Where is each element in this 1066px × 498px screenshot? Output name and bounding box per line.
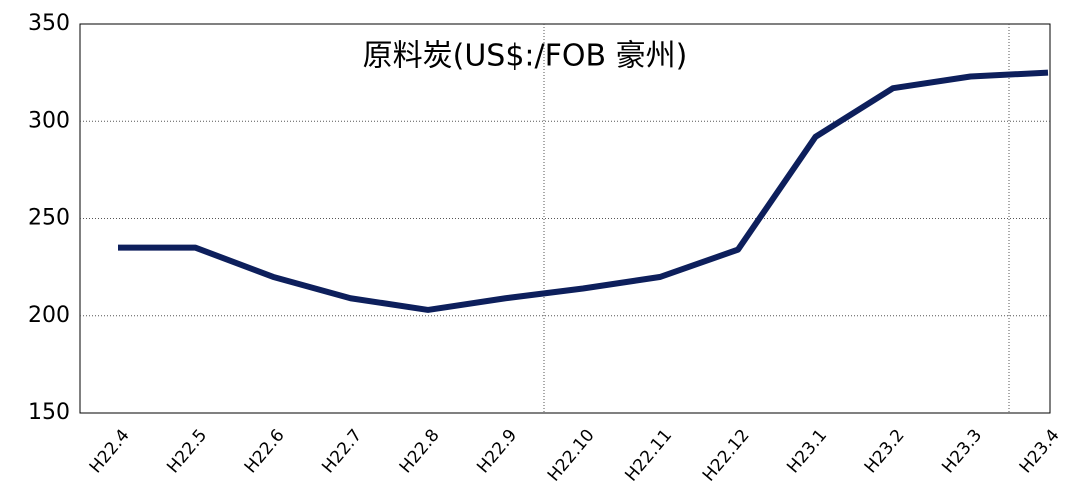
y-tick-label: 200 — [28, 303, 70, 328]
x-tick-label: H22.8 — [396, 426, 444, 478]
x-tick-label: H22.10 — [544, 426, 599, 486]
x-tick-label: H23.3 — [938, 426, 986, 478]
x-tick-label: H22.11 — [621, 426, 676, 486]
chart-title: 原料炭(US$:/FOB 豪州) — [363, 39, 688, 74]
x-tick-label: H22.6 — [241, 426, 289, 478]
x-tick-label: H23.2 — [861, 426, 909, 478]
x-tick-label: H22.9 — [473, 426, 521, 478]
x-tick-label: H22.5 — [163, 426, 211, 478]
x-tick-label: H23.4 — [1016, 426, 1064, 478]
data-line — [118, 69, 1049, 313]
x-tick-label: H23.1 — [783, 426, 831, 478]
x-tick-label: H22.4 — [86, 426, 134, 478]
y-tick-label: 300 — [28, 108, 70, 133]
y-tick-label: 150 — [28, 400, 70, 425]
x-tick-label: H22.12 — [699, 426, 754, 486]
y-tick-label: 350 — [28, 11, 70, 36]
x-tick-label: H22.7 — [318, 426, 366, 478]
y-tick-label: 250 — [28, 206, 70, 231]
plot-frame — [79, 23, 1051, 414]
